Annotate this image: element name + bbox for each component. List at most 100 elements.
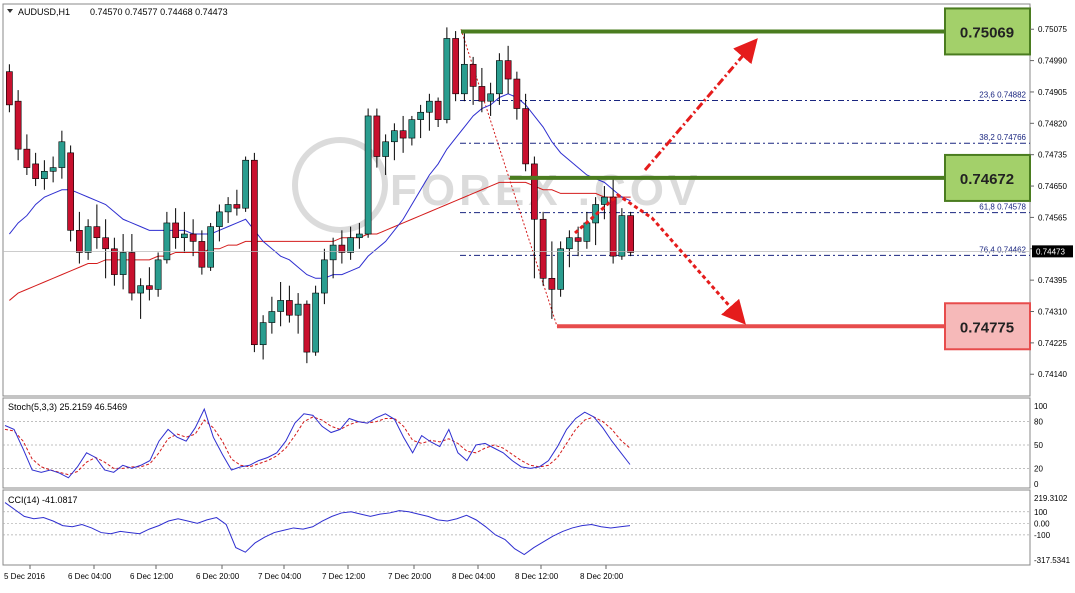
candle [198, 230, 206, 275]
candle-body [49, 167, 57, 172]
cci-line [4, 502, 631, 556]
candle-body [41, 170, 48, 179]
candle-body [119, 252, 127, 275]
cci-tick-label: 0.00 [1034, 519, 1050, 528]
candle-body [198, 241, 206, 268]
candle-body [443, 38, 451, 120]
candle [478, 67, 486, 113]
candle [207, 222, 214, 271]
candle-body [487, 93, 494, 102]
candle [609, 178, 617, 264]
candle [452, 31, 459, 102]
candle [84, 219, 92, 260]
candle [277, 281, 284, 327]
candle [347, 226, 354, 260]
candle [356, 222, 363, 249]
candle-body [58, 141, 66, 168]
level-box-bg [944, 7, 1031, 56]
candle-body [609, 196, 617, 257]
candle [251, 152, 258, 353]
candle [6, 64, 13, 113]
candle [259, 315, 267, 360]
candle-body [6, 71, 13, 106]
candle [469, 56, 477, 105]
candle-body [303, 303, 311, 353]
candle [382, 134, 389, 175]
candle [137, 278, 144, 319]
candle-body [513, 78, 521, 109]
candle [434, 97, 442, 128]
candle-body [181, 233, 188, 239]
cci-tick-label: -317.5341 [1034, 556, 1071, 565]
candle-body [417, 111, 424, 120]
current-price-box [1032, 245, 1073, 258]
candle [189, 219, 197, 257]
candle [522, 93, 529, 172]
candle-body [391, 130, 398, 143]
candle-body [163, 222, 171, 261]
candle-body [557, 248, 564, 290]
candle [163, 211, 171, 264]
level-box-bg [944, 153, 1031, 202]
candle-body [531, 163, 538, 220]
candle-body [548, 277, 556, 290]
candle [443, 27, 451, 124]
candle [321, 248, 328, 305]
price-tick-label: 0.74310 [1038, 308, 1067, 317]
forecast-arrows [574, 38, 758, 325]
candle [119, 234, 127, 290]
candle-body [373, 115, 381, 157]
time-tick-label: 7 Dec 12:00 [322, 572, 366, 581]
fib-label: 76,4 0.74462 [979, 245, 1026, 254]
candle-body [356, 233, 363, 239]
time-tick-label: 8 Dec 12:00 [515, 572, 559, 581]
candle-body [364, 115, 372, 235]
price-tick-label: 0.74565 [1038, 213, 1067, 222]
candle-body [242, 159, 249, 209]
candle [93, 204, 101, 249]
candle-body [14, 100, 22, 150]
fibonacci-levels: 23,6 0.74882 38,2 0.74766 61,8 0.74578 76,4… [460, 29, 1030, 327]
candle-body [111, 248, 118, 275]
candle-body [574, 237, 582, 242]
watermark-globe-icon [292, 137, 388, 233]
level-box-bg [944, 302, 1031, 351]
candle [41, 160, 48, 190]
candle-body [216, 211, 223, 227]
time-tick-label: 7 Dec 20:00 [388, 572, 432, 581]
candle-body [32, 163, 39, 179]
ma-blue-line [8, 93, 631, 279]
stoch-tick-label: 20 [1034, 464, 1043, 473]
time-tick-label: 5 Dec 2016 [4, 572, 45, 581]
price-tick-label: 0.74225 [1038, 339, 1067, 348]
candle [216, 204, 223, 242]
dropdown-icon[interactable] [7, 9, 13, 13]
candle-body [321, 259, 328, 294]
candle-body [312, 292, 319, 353]
time-tick-label: 6 Dec 12:00 [130, 572, 174, 581]
stoch-title: Stoch(5,3,3) 25.2159 46.5469 [8, 402, 127, 412]
bullish-arrow [643, 38, 758, 171]
candle-body [294, 303, 302, 316]
candle [496, 53, 503, 105]
candle-body [93, 226, 101, 239]
price-tick-label: 0.74990 [1038, 57, 1067, 66]
candle-body [426, 100, 433, 113]
stoch-main-line [4, 407, 631, 479]
candle-body [583, 222, 591, 242]
price-tick-label: 0.74395 [1038, 276, 1067, 285]
candle-body [566, 237, 573, 250]
candle [58, 130, 66, 179]
candle [32, 152, 39, 187]
candle-body [469, 63, 477, 87]
bearish-arrow [574, 193, 746, 325]
candle [181, 211, 188, 253]
candle [557, 241, 564, 297]
key-levels: 0.75069 0.74672 0.74775 [461, 7, 1031, 351]
candle [487, 82, 494, 116]
candle [539, 211, 547, 286]
candle [548, 241, 556, 319]
symbol-label: AUDUSD,H1 [18, 7, 70, 17]
price-tick-label: 0.74650 [1038, 182, 1067, 191]
